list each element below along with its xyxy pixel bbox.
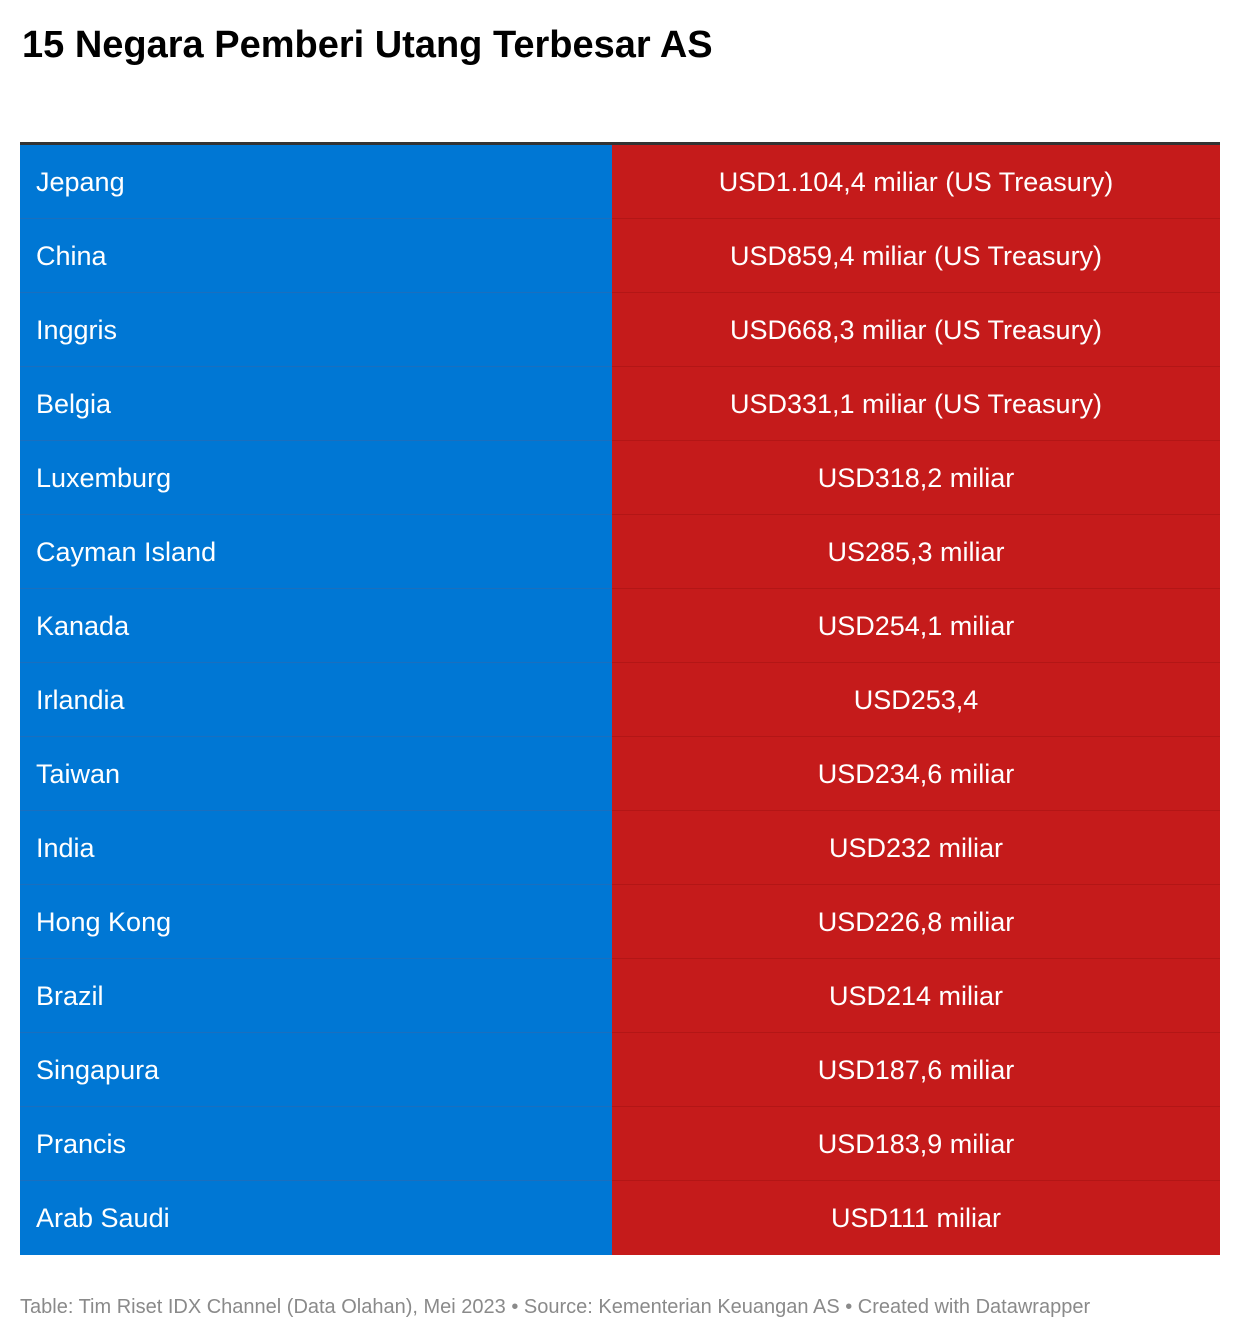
value-cell: USD1.104,4 miliar (US Treasury) bbox=[612, 145, 1220, 219]
table-row: Luxemburg USD318,2 miliar bbox=[20, 441, 1220, 515]
table-row: Inggris USD668,3 miliar (US Treasury) bbox=[20, 293, 1220, 367]
country-cell: China bbox=[20, 219, 612, 293]
country-cell: Inggris bbox=[20, 293, 612, 367]
country-cell: Belgia bbox=[20, 367, 612, 441]
country-cell: Kanada bbox=[20, 589, 612, 663]
chart-title: 15 Negara Pemberi Utang Terbesar AS bbox=[22, 24, 713, 66]
table-row: Jepang USD1.104,4 miliar (US Treasury) bbox=[20, 145, 1220, 219]
value-cell: US285,3 miliar bbox=[612, 515, 1220, 589]
country-cell: Prancis bbox=[20, 1107, 612, 1181]
value-cell: USD214 miliar bbox=[612, 959, 1220, 1033]
value-cell: USD668,3 miliar (US Treasury) bbox=[612, 293, 1220, 367]
value-cell: USD111 miliar bbox=[612, 1181, 1220, 1255]
table-row: Brazil USD214 miliar bbox=[20, 959, 1220, 1033]
table-row: Prancis USD183,9 miliar bbox=[20, 1107, 1220, 1181]
country-cell: Luxemburg bbox=[20, 441, 612, 515]
table-row: Belgia USD331,1 miliar (US Treasury) bbox=[20, 367, 1220, 441]
value-cell: USD183,9 miliar bbox=[612, 1107, 1220, 1181]
table-row: Cayman Island US285,3 miliar bbox=[20, 515, 1220, 589]
value-cell: USD253,4 bbox=[612, 663, 1220, 737]
value-cell: USD234,6 miliar bbox=[612, 737, 1220, 811]
country-cell: Cayman Island bbox=[20, 515, 612, 589]
table-row: Kanada USD254,1 miliar bbox=[20, 589, 1220, 663]
country-cell: Hong Kong bbox=[20, 885, 612, 959]
country-cell: Brazil bbox=[20, 959, 612, 1033]
country-cell: India bbox=[20, 811, 612, 885]
data-table: Jepang USD1.104,4 miliar (US Treasury) C… bbox=[20, 142, 1220, 1255]
table-row: Arab Saudi USD111 miliar bbox=[20, 1181, 1220, 1255]
value-cell: USD859,4 miliar (US Treasury) bbox=[612, 219, 1220, 293]
country-cell: Arab Saudi bbox=[20, 1181, 612, 1255]
table-row: Hong Kong USD226,8 miliar bbox=[20, 885, 1220, 959]
table-row: Singapura USD187,6 miliar bbox=[20, 1033, 1220, 1107]
value-cell: USD318,2 miliar bbox=[612, 441, 1220, 515]
country-cell: Jepang bbox=[20, 145, 612, 219]
source-footer: Table: Tim Riset IDX Channel (Data Olaha… bbox=[20, 1296, 1091, 1318]
value-cell: USD254,1 miliar bbox=[612, 589, 1220, 663]
table-row: China USD859,4 miliar (US Treasury) bbox=[20, 219, 1220, 293]
country-cell: Irlandia bbox=[20, 663, 612, 737]
value-cell: USD331,1 miliar (US Treasury) bbox=[612, 367, 1220, 441]
table-row: Irlandia USD253,4 bbox=[20, 663, 1220, 737]
table-row: Taiwan USD234,6 miliar bbox=[20, 737, 1220, 811]
value-cell: USD226,8 miliar bbox=[612, 885, 1220, 959]
country-cell: Taiwan bbox=[20, 737, 612, 811]
table-row: India USD232 miliar bbox=[20, 811, 1220, 885]
value-cell: USD232 miliar bbox=[612, 811, 1220, 885]
value-cell: USD187,6 miliar bbox=[612, 1033, 1220, 1107]
country-cell: Singapura bbox=[20, 1033, 612, 1107]
